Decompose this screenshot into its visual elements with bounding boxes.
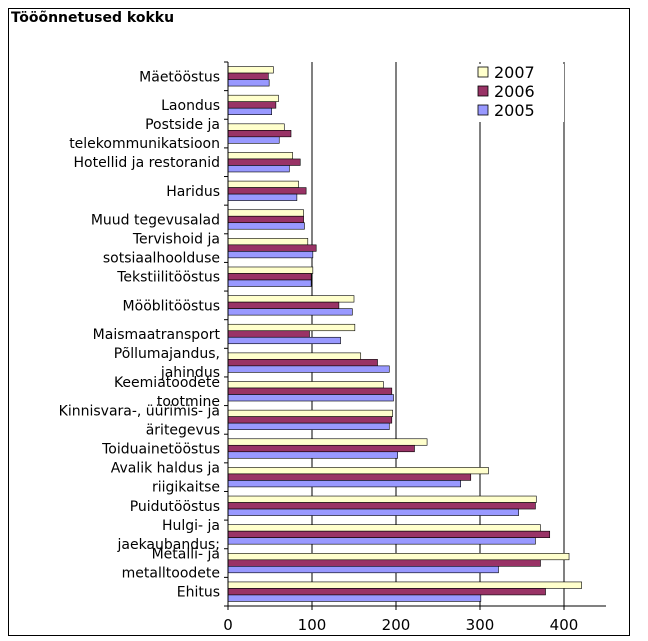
bar-2005-2	[227, 136, 280, 144]
bar-2006-17	[227, 559, 541, 567]
legend-label-2005: 2005	[494, 101, 535, 120]
x-tick-label: 100	[298, 616, 327, 634]
legend-swatch-2006	[477, 85, 489, 97]
bar-2005-10	[227, 365, 390, 373]
bar-2007-1	[227, 94, 279, 102]
category-label: Puidutööstus	[130, 499, 220, 515]
bar-2006-16	[227, 530, 551, 538]
category-label: Põllumajandus, jahindus	[114, 346, 220, 381]
bar-2005-14	[227, 480, 461, 488]
bar-2006-12	[227, 416, 393, 424]
x-tick-label: 300	[466, 616, 495, 634]
bar-2006-2	[227, 130, 292, 138]
bar-2006-1	[227, 101, 277, 109]
x-tick-label: 200	[382, 616, 411, 634]
bar-2007-2	[227, 123, 285, 131]
bar-2005-6	[227, 251, 314, 259]
bar-2007-15	[227, 495, 537, 503]
category-label: Keemiatoodete tootmine	[114, 375, 220, 410]
bar-2005-16	[227, 537, 536, 545]
chart-title: Tööõnnetused kokku	[11, 10, 175, 26]
bar-2005-12	[227, 422, 390, 430]
category-label: Maismaatransport	[93, 327, 221, 343]
bar-2005-7	[227, 279, 312, 287]
bar-2007-14	[227, 467, 489, 475]
bar-2006-10	[227, 359, 378, 367]
bar-2006-6	[227, 244, 317, 252]
category-label: Hotellid ja restoranid	[73, 155, 220, 171]
bar-2007-0	[227, 66, 274, 74]
bar-2005-11	[227, 394, 394, 402]
bar-2007-13	[227, 438, 428, 446]
bar-2005-15	[227, 508, 519, 516]
bar-2005-18	[227, 594, 482, 602]
bar-2005-0	[227, 79, 270, 87]
bar-2007-10	[227, 352, 362, 360]
bar-2006-0	[227, 72, 269, 80]
bar-2007-12	[227, 409, 393, 417]
bar-2005-5	[227, 222, 305, 230]
bar-2005-13	[227, 451, 398, 459]
category-label: Muud tegevusalad	[91, 212, 220, 228]
category-label: Mööblitööstus	[123, 298, 220, 314]
category-label: Hulgi- ja jaekaubandus;	[116, 518, 220, 553]
bar-2006-9	[227, 330, 310, 338]
category-label: Metalli- ja metalltoodete	[122, 547, 220, 582]
category-label: Tekstiilitööstus	[116, 270, 220, 286]
bar-2006-13	[227, 444, 415, 453]
bar-2005-1	[227, 107, 272, 115]
category-label: Mäetööstus	[139, 69, 220, 85]
category-label: Ehitus	[177, 585, 220, 601]
bar-2006-4	[227, 187, 307, 195]
bar-2006-14	[227, 473, 472, 481]
x-tick-label: 0	[223, 616, 233, 634]
bar-2007-9	[227, 323, 356, 332]
bar-2005-4	[227, 193, 298, 201]
bar-2007-16	[227, 524, 541, 532]
bar-2007-7	[227, 266, 314, 274]
bar-2006-7	[227, 273, 312, 281]
category-label: Postside ja telekommunikatsioon	[69, 117, 220, 152]
legend-swatch-2005	[477, 104, 489, 116]
category-label: Toiduainetööstus	[101, 442, 220, 458]
bar-2005-17	[227, 566, 499, 574]
category-label: Laondus	[161, 98, 220, 114]
bar-2006-15	[227, 502, 536, 510]
bar-2005-3	[227, 165, 290, 173]
category-label: Tervishoid ja sotsiaalhoolduse	[103, 232, 220, 267]
bar-2007-4	[227, 180, 299, 188]
bar-2006-18	[227, 588, 546, 596]
bar-2007-5	[227, 209, 304, 217]
category-label: Kinnisvara-, üürimis- ja äritegevus	[59, 403, 220, 438]
bar-2006-5	[227, 215, 304, 224]
bar-2007-17	[227, 553, 570, 561]
bar-2005-9	[227, 336, 341, 345]
bar-2006-3	[227, 158, 301, 166]
x-tick-label: 400	[550, 616, 579, 634]
bar-2007-18	[227, 581, 582, 589]
legend-label-2006: 2006	[494, 82, 535, 101]
category-label: Haridus	[166, 184, 220, 200]
bar-2007-8	[227, 295, 355, 303]
bar-2005-8	[227, 308, 353, 316]
bar-2007-3	[227, 152, 293, 160]
bar-2006-11	[227, 387, 393, 395]
bar-2007-6	[227, 238, 309, 246]
bar-2007-11	[227, 381, 384, 389]
legend-label-2007: 2007	[494, 63, 535, 82]
legend-swatch-2007	[477, 66, 489, 78]
category-label: Avalik haldus ja riigikaitse	[111, 461, 220, 496]
bar-2006-8	[227, 301, 340, 309]
